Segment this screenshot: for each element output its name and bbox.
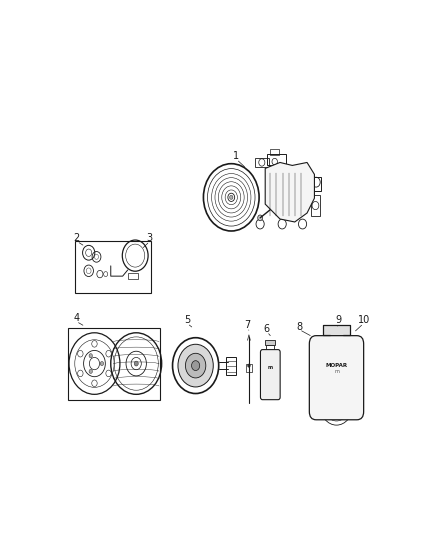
- FancyBboxPatch shape: [309, 336, 364, 420]
- Text: m: m: [334, 369, 339, 374]
- Text: 8: 8: [296, 321, 302, 332]
- Bar: [226, 357, 237, 375]
- Bar: [264, 360, 276, 373]
- Bar: [311, 195, 319, 216]
- Text: MOPAR: MOPAR: [325, 362, 348, 368]
- Bar: [246, 365, 251, 372]
- Polygon shape: [265, 163, 314, 222]
- Bar: [265, 340, 276, 345]
- Text: 5: 5: [184, 316, 190, 326]
- Circle shape: [185, 353, 206, 378]
- Circle shape: [178, 344, 213, 387]
- Text: 6: 6: [264, 324, 270, 334]
- Text: 4: 4: [73, 313, 79, 324]
- Bar: [75, 241, 152, 293]
- Circle shape: [134, 361, 138, 366]
- FancyBboxPatch shape: [261, 350, 280, 400]
- Circle shape: [230, 195, 233, 199]
- Bar: [313, 177, 321, 191]
- Circle shape: [247, 364, 250, 367]
- Text: 3: 3: [147, 233, 153, 244]
- Bar: [322, 354, 351, 379]
- Bar: [128, 273, 138, 279]
- Bar: [329, 335, 344, 344]
- Text: m: m: [268, 365, 273, 370]
- Bar: [255, 158, 268, 166]
- Circle shape: [258, 215, 262, 221]
- Bar: [266, 345, 274, 352]
- Bar: [270, 149, 279, 155]
- Polygon shape: [323, 325, 350, 335]
- Bar: [68, 328, 160, 400]
- Circle shape: [89, 369, 92, 374]
- Text: 7: 7: [244, 320, 251, 329]
- Circle shape: [100, 361, 104, 366]
- Text: 10: 10: [357, 316, 370, 326]
- Text: 2: 2: [74, 233, 80, 244]
- Text: 1: 1: [233, 151, 240, 161]
- Text: 9: 9: [335, 316, 341, 326]
- Circle shape: [191, 361, 200, 370]
- Circle shape: [89, 354, 92, 358]
- Bar: [267, 154, 286, 165]
